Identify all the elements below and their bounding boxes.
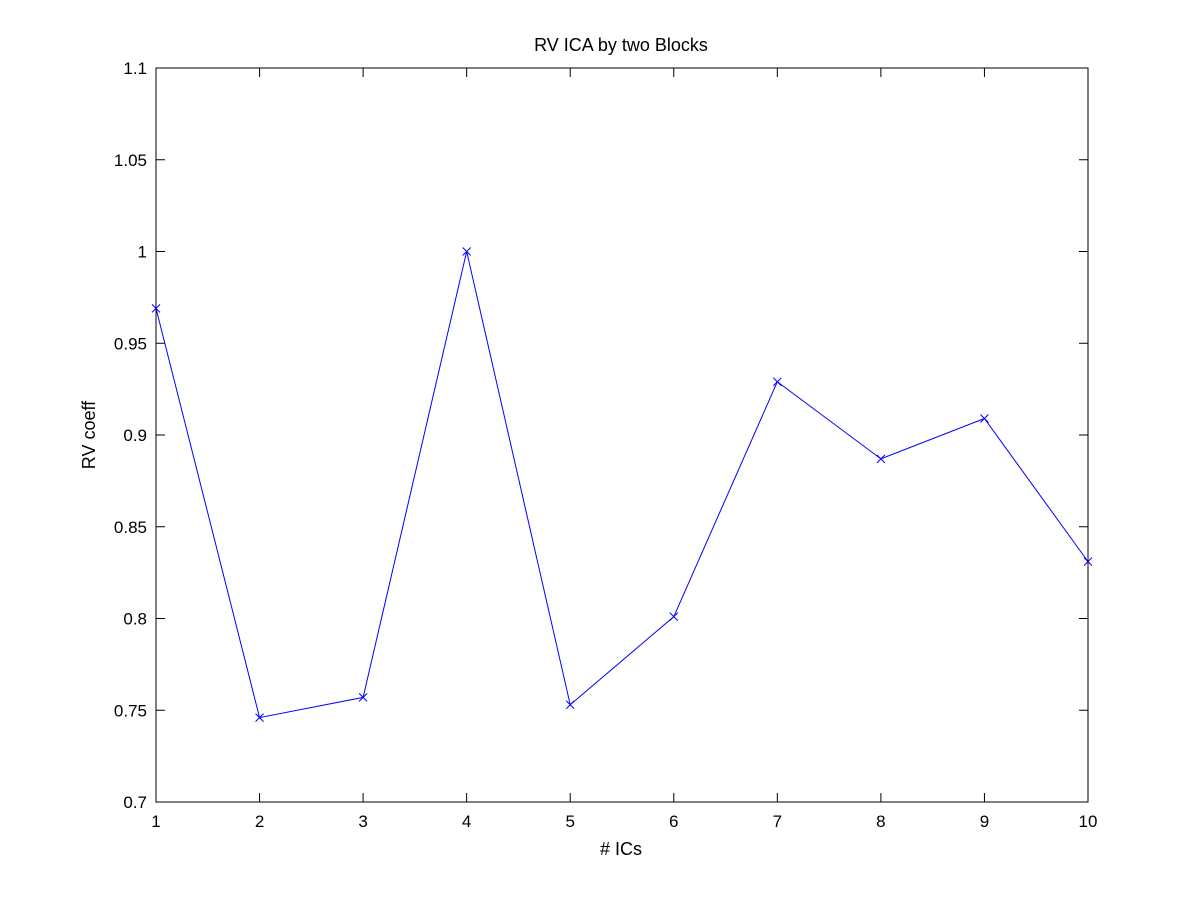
data-point-marker bbox=[358, 693, 368, 702]
y-tick-label: 0.85 bbox=[114, 518, 147, 537]
x-tick-label: 10 bbox=[1079, 812, 1098, 831]
marker-stroke bbox=[876, 454, 886, 464]
y-tick-label: 0.95 bbox=[114, 334, 147, 353]
y-tick-label: 1.1 bbox=[123, 59, 147, 78]
marker-stroke bbox=[980, 414, 989, 423]
data-point-marker bbox=[980, 414, 989, 423]
marker-stroke bbox=[772, 377, 782, 387]
marker-stroke bbox=[358, 693, 368, 702]
y-tick-label: 0.9 bbox=[123, 426, 147, 445]
x-tick-label: 3 bbox=[358, 812, 367, 831]
x-tick-label: 9 bbox=[980, 812, 989, 831]
y-tick-label: 0.7 bbox=[123, 793, 147, 812]
x-tick-label: 8 bbox=[876, 812, 885, 831]
data-point-marker bbox=[669, 612, 679, 622]
data-point-marker bbox=[772, 377, 782, 387]
data-point-marker bbox=[151, 304, 161, 313]
data-point-marker bbox=[565, 700, 575, 710]
marker-stroke bbox=[1083, 557, 1093, 566]
y-axis-label: RV coeff bbox=[79, 400, 99, 469]
marker-stroke bbox=[255, 713, 264, 722]
y-tick-label: 0.75 bbox=[114, 701, 147, 720]
y-tick-label: 0.8 bbox=[123, 610, 147, 629]
x-tick-label: 7 bbox=[773, 812, 782, 831]
y-tick-label: 1.05 bbox=[114, 151, 147, 170]
chart-title: RV ICA by two Blocks bbox=[534, 35, 708, 55]
plot-area-frame bbox=[155, 67, 1089, 803]
x-tick-label: 2 bbox=[255, 812, 264, 831]
y-tick-label: 1 bbox=[138, 243, 147, 262]
x-tick-label: 1 bbox=[151, 812, 160, 831]
x-tick-label: 5 bbox=[565, 812, 574, 831]
marker-stroke bbox=[565, 700, 575, 710]
marker-stroke bbox=[669, 612, 679, 622]
marker-stroke bbox=[151, 304, 161, 313]
x-axis-label: # ICs bbox=[600, 839, 642, 859]
data-point-marker bbox=[462, 247, 472, 256]
x-tick-label: 6 bbox=[669, 812, 678, 831]
data-point-marker bbox=[255, 713, 264, 722]
x-tick-label: 4 bbox=[462, 812, 471, 831]
data-point-marker bbox=[876, 454, 886, 464]
data-point-marker bbox=[1083, 557, 1093, 566]
marker-stroke bbox=[462, 247, 472, 256]
series-line bbox=[155, 251, 1089, 719]
